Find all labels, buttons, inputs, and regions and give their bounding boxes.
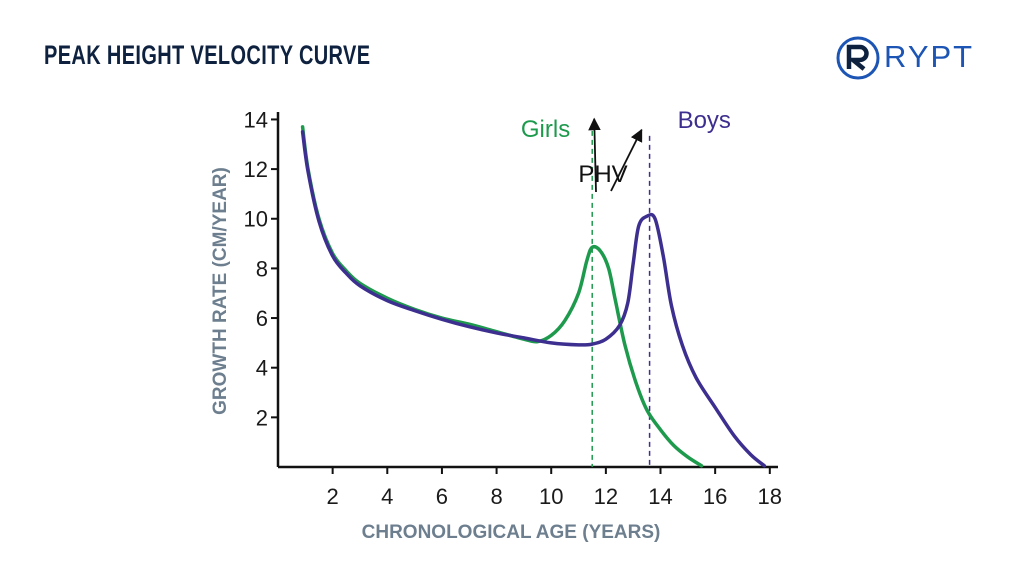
phv-label: PHV [578, 161, 627, 188]
page-title: PEAK HEIGHT VELOCITY CURVE [44, 40, 371, 70]
chart-series [300, 125, 767, 468]
x-tick-label: 12 [594, 484, 618, 509]
chart-labels: PHV Girls Boys [521, 107, 731, 193]
x-tick-label: 10 [539, 484, 563, 509]
peak-guides [591, 130, 651, 467]
boys-series-line [300, 130, 767, 468]
rypt-logo: RYPT [834, 34, 984, 82]
logo-text: RYPT [884, 39, 975, 74]
y-tick-label: 12 [244, 157, 268, 182]
y-tick-label: 6 [256, 306, 268, 331]
x-axis-title: CHRONOLOGICAL AGE (YEARS) [362, 522, 661, 543]
y-tick-label: 8 [256, 256, 268, 281]
y-tick-label: 10 [244, 207, 268, 232]
x-tick-label: 2 [327, 484, 339, 509]
x-tick-label: 16 [703, 484, 727, 509]
y-tick-label: 2 [256, 405, 268, 430]
girls-series-label: Girls [521, 116, 570, 143]
x-tick-label: 8 [490, 484, 502, 509]
boys-series-label: Boys [678, 107, 731, 134]
chart-axes: 2 4 6 8 10 12 14 16 18 2 4 6 8 10 12 14 [244, 107, 783, 509]
y-axis-title: GROWTH RATE (CM/YEAR) [210, 167, 231, 415]
y-tick-label: 4 [256, 356, 268, 381]
x-tick-label: 6 [436, 484, 448, 509]
rypt-logo-icon [836, 36, 880, 80]
y-tick-label: 14 [244, 107, 268, 132]
x-tick-label: 14 [648, 484, 672, 509]
x-tick-label: 18 [758, 484, 782, 509]
x-tick-label: 4 [381, 484, 393, 509]
girls-series-line [300, 125, 704, 468]
phv-arrow-boys [610, 128, 643, 192]
phv-arrow-girls [588, 117, 601, 193]
